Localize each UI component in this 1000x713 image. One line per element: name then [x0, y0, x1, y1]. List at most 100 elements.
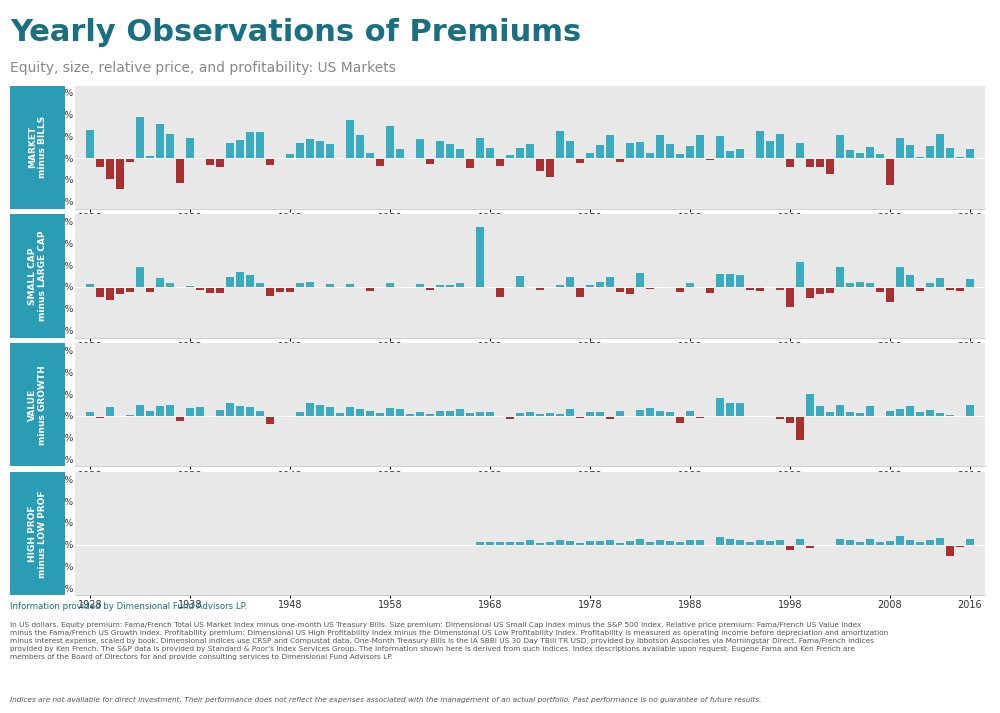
Bar: [376, 158, 384, 166]
Bar: [936, 134, 944, 158]
Bar: [796, 416, 804, 440]
Bar: [306, 282, 314, 287]
Bar: [386, 408, 394, 416]
Bar: [836, 267, 844, 287]
Bar: [516, 276, 524, 287]
Bar: [226, 143, 234, 158]
Bar: [746, 542, 754, 545]
Bar: [576, 287, 584, 297]
Bar: [96, 158, 104, 168]
Bar: [966, 539, 974, 545]
Bar: [536, 158, 544, 171]
Bar: [886, 411, 894, 416]
Bar: [686, 540, 694, 545]
Bar: [546, 413, 554, 416]
Bar: [256, 411, 264, 416]
Bar: [596, 412, 604, 416]
Bar: [796, 262, 804, 287]
Bar: [906, 540, 914, 545]
Bar: [946, 545, 954, 555]
Bar: [706, 416, 714, 417]
Bar: [606, 135, 614, 158]
Bar: [106, 158, 114, 178]
Bar: [696, 287, 704, 288]
Bar: [586, 284, 594, 287]
Bar: [716, 398, 724, 416]
Bar: [156, 278, 164, 287]
Bar: [696, 135, 704, 158]
Bar: [866, 283, 874, 287]
Bar: [526, 144, 534, 158]
Bar: [176, 287, 184, 288]
Bar: [236, 272, 244, 287]
Bar: [216, 158, 224, 167]
Bar: [216, 287, 224, 292]
Bar: [206, 158, 214, 165]
Bar: [246, 132, 254, 158]
Bar: [696, 540, 704, 545]
Bar: [926, 146, 934, 158]
Bar: [426, 414, 434, 416]
Bar: [666, 412, 674, 416]
Bar: [926, 540, 934, 545]
Bar: [146, 156, 154, 158]
Bar: [786, 287, 794, 307]
Bar: [556, 284, 564, 287]
Bar: [916, 543, 924, 545]
Bar: [436, 411, 444, 416]
Bar: [566, 541, 574, 545]
Bar: [626, 287, 634, 294]
Bar: [596, 282, 604, 287]
Bar: [826, 412, 834, 416]
Text: HIGH PROF
minus LOW PROF: HIGH PROF minus LOW PROF: [28, 490, 47, 578]
Text: Information provided by Dimensional Fund Advisors LP.: Information provided by Dimensional Fund…: [10, 602, 247, 612]
Bar: [316, 405, 324, 416]
Bar: [476, 542, 484, 545]
Bar: [236, 406, 244, 416]
Bar: [736, 404, 744, 416]
Bar: [126, 287, 134, 292]
Bar: [586, 541, 594, 545]
Bar: [146, 411, 154, 416]
Bar: [506, 543, 514, 545]
Bar: [446, 411, 454, 416]
Bar: [186, 286, 194, 287]
Bar: [806, 545, 814, 548]
Bar: [726, 539, 734, 545]
Bar: [656, 540, 664, 545]
Bar: [86, 130, 94, 158]
Bar: [456, 409, 464, 416]
Bar: [396, 149, 404, 158]
Bar: [126, 158, 134, 162]
Bar: [296, 283, 304, 287]
Bar: [506, 155, 514, 158]
Bar: [446, 145, 454, 158]
Bar: [116, 287, 124, 294]
Text: Indices are not available for direct investment. Their performance does not refl: Indices are not available for direct inv…: [10, 697, 762, 704]
Bar: [376, 287, 384, 288]
Bar: [276, 287, 284, 292]
Bar: [366, 411, 374, 416]
Bar: [426, 287, 434, 289]
Bar: [736, 540, 744, 545]
Bar: [826, 158, 834, 174]
Bar: [166, 405, 174, 416]
Bar: [746, 287, 754, 289]
Bar: [286, 155, 294, 158]
Bar: [156, 406, 164, 416]
Bar: [266, 287, 274, 296]
Bar: [776, 416, 784, 419]
Bar: [136, 267, 144, 287]
Bar: [156, 124, 164, 158]
Bar: [736, 149, 744, 158]
Y-axis label: Premiums: Premiums: [38, 126, 47, 168]
Bar: [896, 536, 904, 545]
Bar: [876, 542, 884, 545]
Bar: [516, 413, 524, 416]
Bar: [826, 287, 834, 292]
Bar: [966, 279, 974, 287]
Bar: [86, 284, 94, 287]
Bar: [726, 150, 734, 158]
Bar: [296, 412, 304, 416]
Bar: [846, 283, 854, 287]
